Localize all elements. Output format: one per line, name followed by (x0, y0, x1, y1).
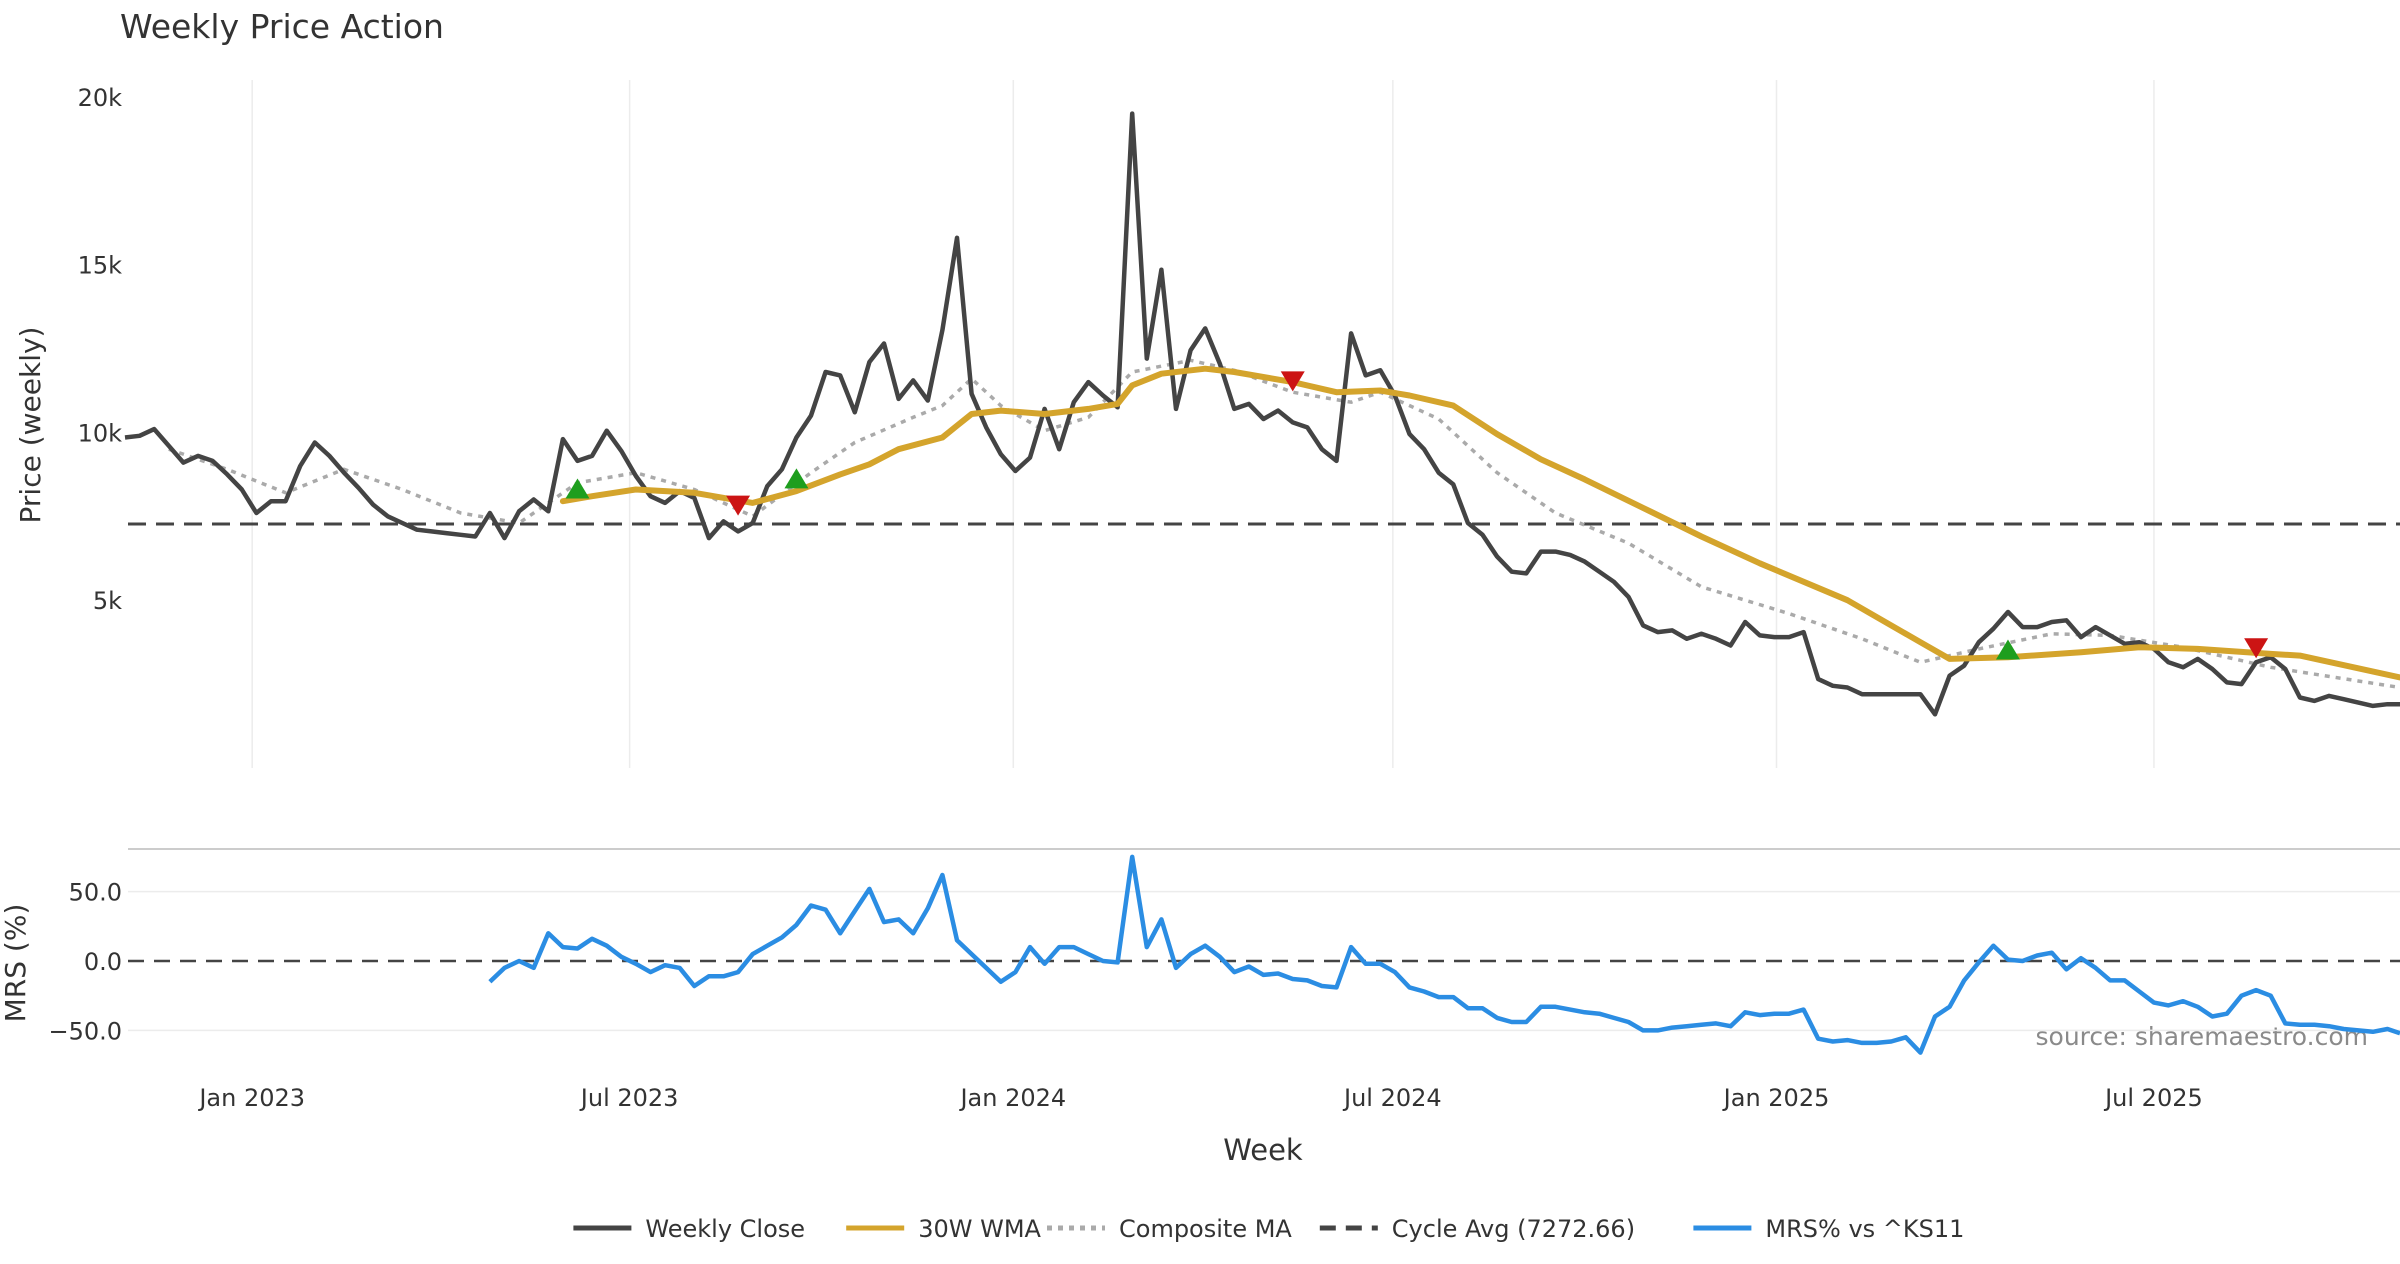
price-tick-label: 5k (93, 587, 122, 615)
mrs-tick-label: 50.0 (69, 879, 122, 907)
price-tick-label: 15k (78, 252, 123, 280)
buy-signal-marker (784, 468, 809, 489)
legend-item: 30W WMA (846, 1215, 1042, 1243)
x-tick-label: Jan 2023 (197, 1084, 305, 1112)
price-tick-label: 20k (78, 84, 123, 112)
legend-label: Cycle Avg (7272.66) (1392, 1215, 1635, 1243)
x-tick-label: Jul 2024 (1342, 1084, 1442, 1112)
buy-signal-marker (1995, 639, 2020, 660)
sell-signal-marker (2244, 638, 2269, 659)
x-tick-label: Jul 2023 (579, 1084, 679, 1112)
chart-title: Weekly Price Action (120, 7, 444, 46)
legend: Weekly Close 30W WMA Composite MA Cycle Avg… (573, 1215, 1964, 1243)
mrs-axis-label: MRS (%) (0, 904, 32, 1023)
mrs-tick-label: 0.0 (84, 948, 122, 976)
x-axis-label: Week (1223, 1133, 1303, 1167)
x-tick-label: Jul 2025 (2103, 1084, 2203, 1112)
buy-signal-marker (565, 478, 590, 499)
legend-item: MRS% vs ^KS11 (1693, 1215, 1964, 1243)
sell-signal-marker (1280, 371, 1305, 392)
legend-label: Weekly Close (645, 1215, 805, 1243)
mrs-line (488, 854, 2400, 1055)
legend-label: MRS% vs ^KS11 (1765, 1215, 1964, 1243)
x-tick-label: Jan 2024 (958, 1084, 1066, 1112)
price-tick-label: 10k (78, 419, 123, 447)
legend-item: Cycle Avg (7272.66) (1319, 1215, 1635, 1243)
mrs-tick-label: −50.0 (48, 1017, 122, 1045)
plot-layer: 5k 10k 15k 20k 50.0 0.0 −50.0 Jan 2023 Jul 2023 J… (48, 80, 2400, 1112)
legend-item: Weekly Close (573, 1215, 805, 1243)
sell-signal-marker (726, 495, 751, 516)
weekly-close-line (124, 111, 2400, 717)
legend-label: Composite MA (1119, 1215, 1292, 1243)
x-tick-label: Jan 2025 (1722, 1084, 1830, 1112)
price-axis-label: Price (weekly) (14, 327, 47, 524)
legend-label: 30W WMA (918, 1215, 1041, 1243)
legend-item: Composite MA (1047, 1215, 1292, 1243)
